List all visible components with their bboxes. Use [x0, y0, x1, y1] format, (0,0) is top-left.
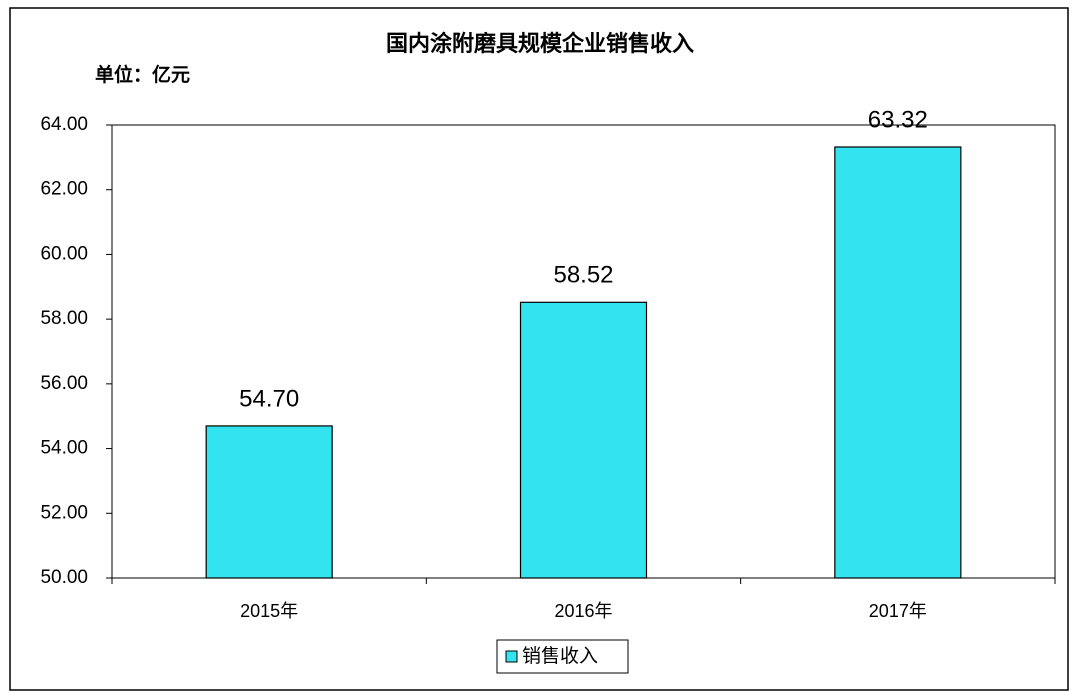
y-tick-label: 54.00 [40, 438, 88, 459]
value-label: 63.32 [868, 106, 928, 133]
x-tick-label: 2017年 [869, 601, 927, 621]
y-tick-label: 52.00 [40, 502, 88, 523]
unit-label: 单位：亿元 [95, 63, 190, 86]
y-tick-label: 64.00 [40, 114, 88, 135]
value-label: 58.52 [553, 262, 613, 289]
x-tick-label: 2016年 [554, 601, 612, 621]
y-tick-label: 56.00 [40, 373, 88, 394]
legend-swatch [505, 650, 518, 663]
bar [205, 425, 333, 579]
x-tick-label: 2015年 [240, 601, 298, 621]
bar [519, 301, 648, 579]
y-tick-label: 62.00 [40, 179, 88, 200]
legend-label: 销售收入 [522, 645, 598, 667]
chart-title: 国内涂附磨具规模企业销售收入 [386, 31, 694, 56]
legend-box [496, 639, 629, 674]
y-tick-label: 50.00 [40, 567, 88, 588]
bar [834, 146, 962, 579]
y-tick-label: 60.00 [40, 243, 88, 264]
y-tick-label: 58.00 [40, 308, 88, 329]
value-label: 54.70 [239, 385, 299, 412]
